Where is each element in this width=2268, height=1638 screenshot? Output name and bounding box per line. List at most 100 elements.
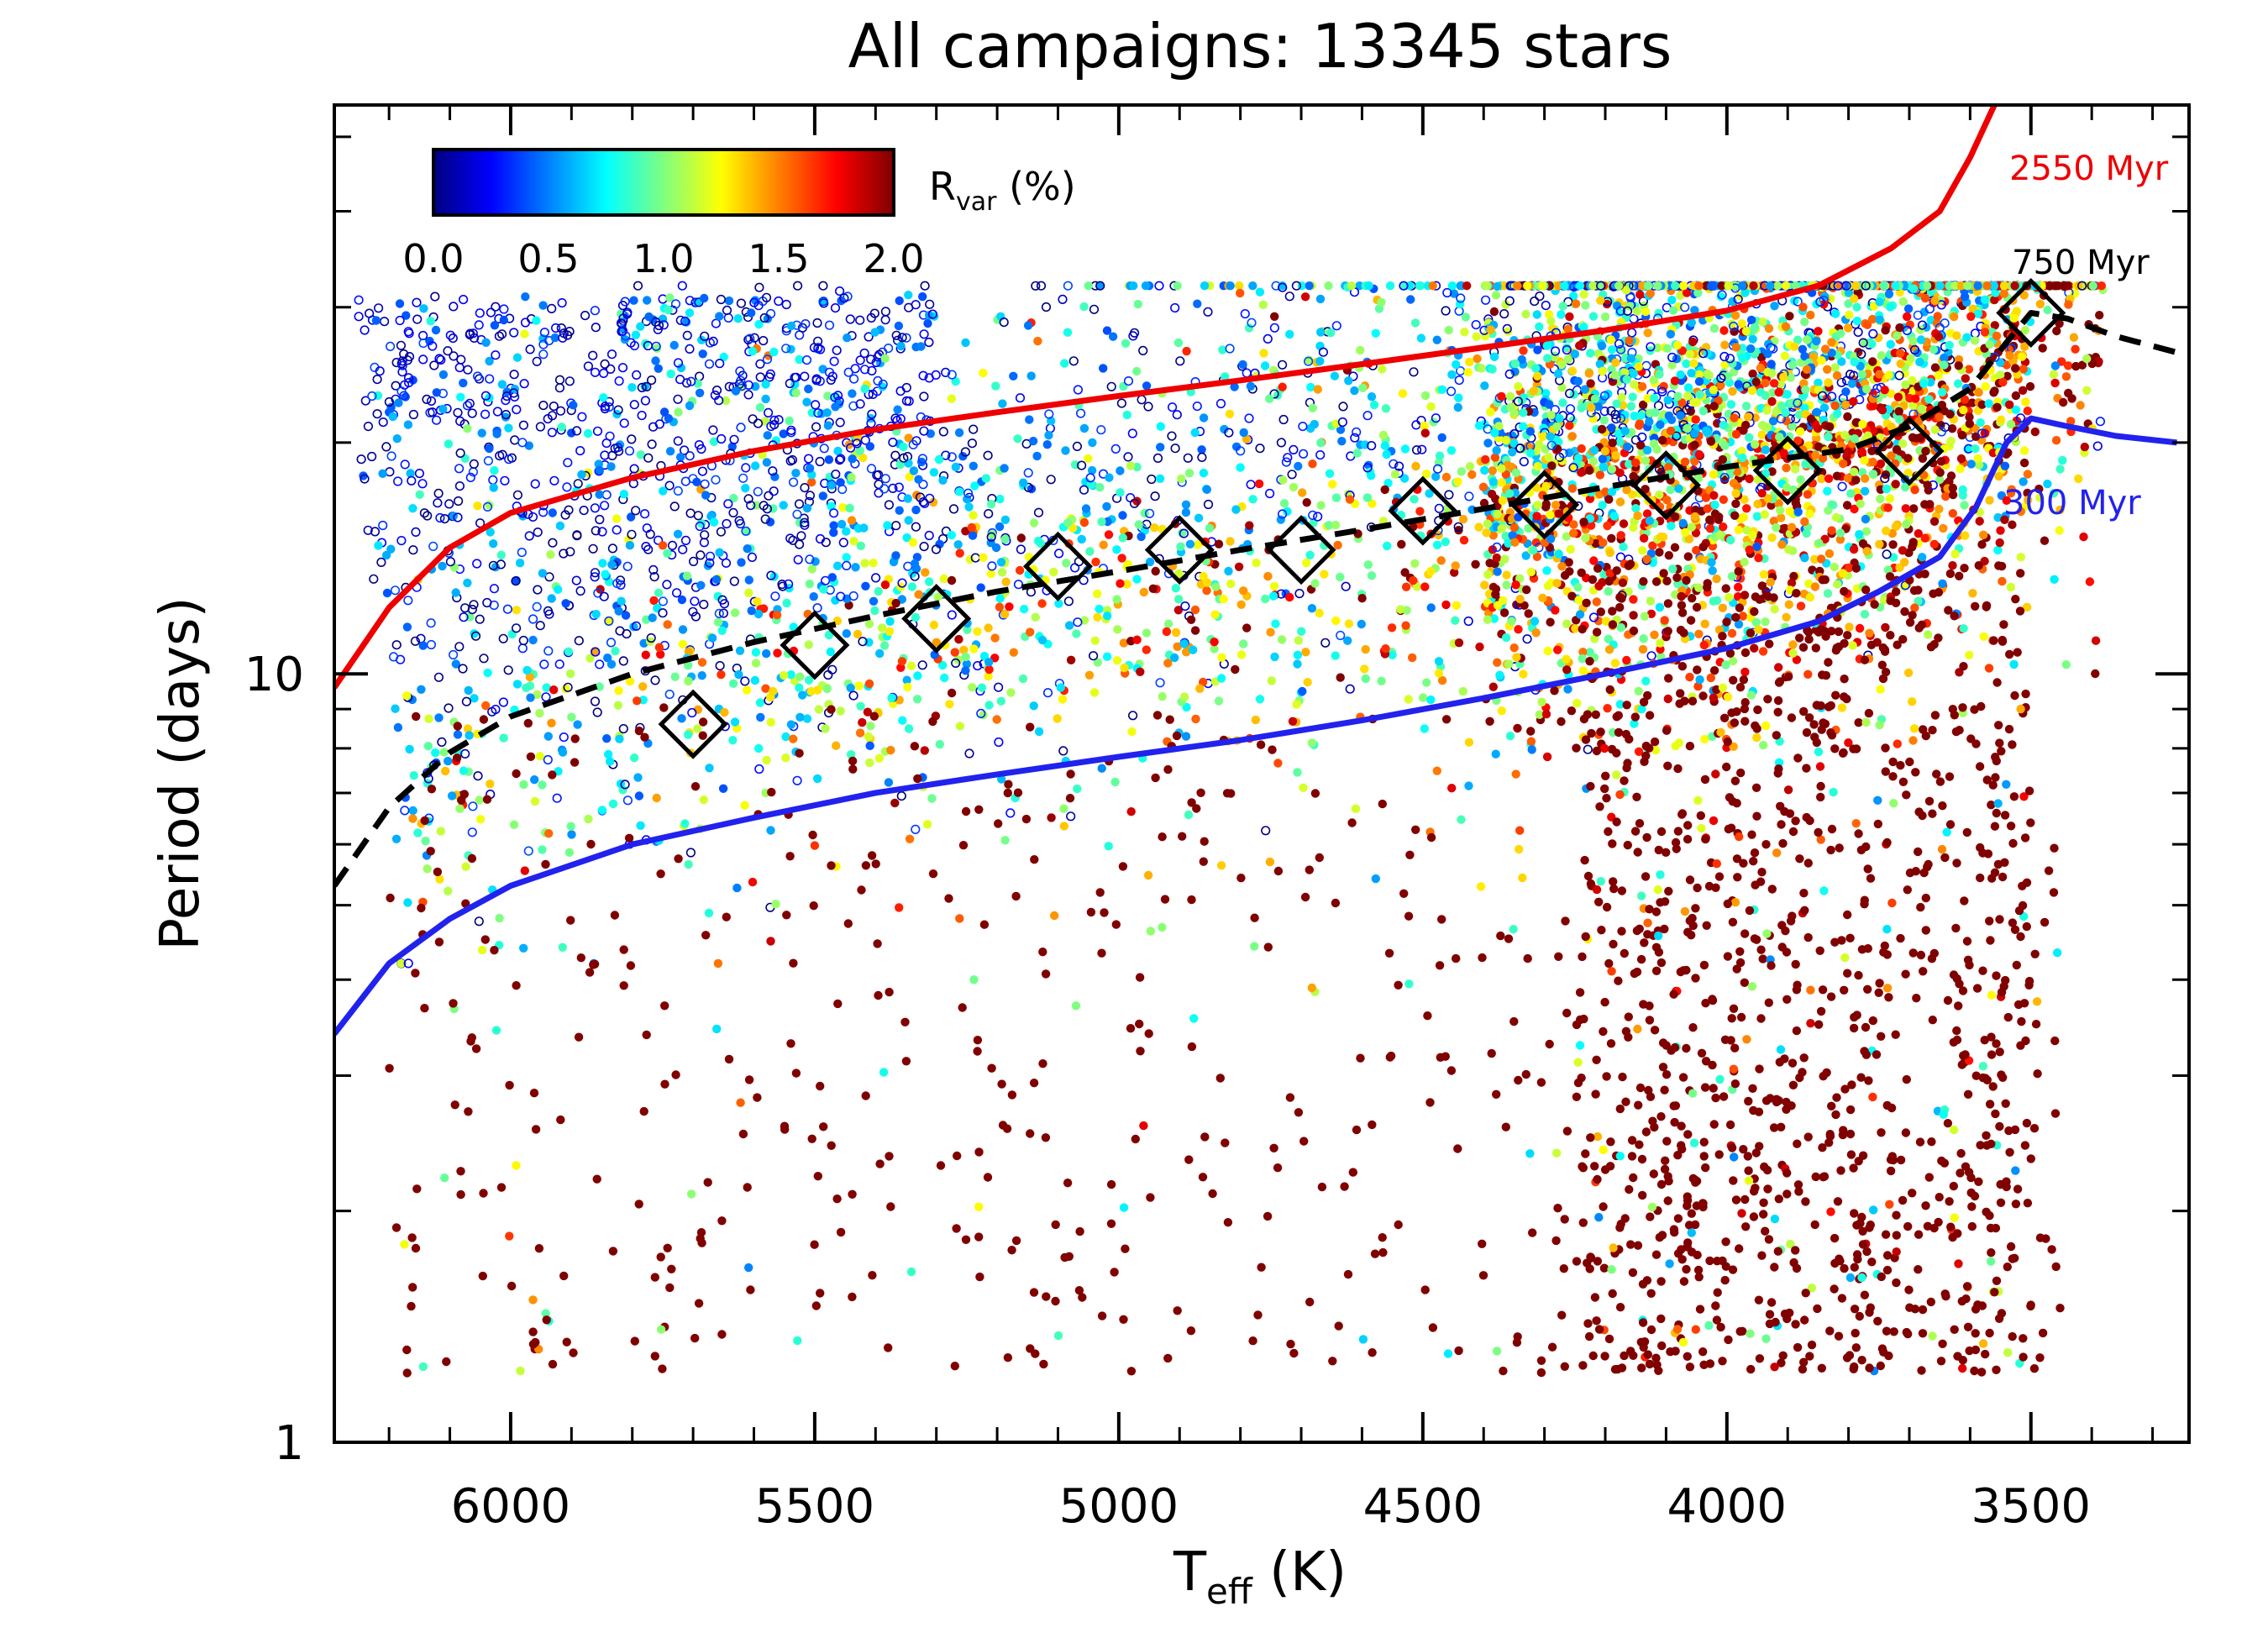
- star-point: [1666, 329, 1676, 339]
- star-point: [1741, 420, 1751, 430]
- star-point: [1921, 446, 1930, 456]
- star-point: [1199, 413, 1209, 423]
- star-point: [1876, 685, 1885, 694]
- star-point: [1694, 473, 1704, 483]
- star-point: [1831, 512, 1841, 522]
- star-point: [626, 512, 636, 522]
- star-point: [1845, 622, 1854, 632]
- star-point: [1655, 602, 1665, 612]
- star-point: [1367, 392, 1377, 402]
- star-point: [911, 612, 921, 622]
- star-point: [2080, 442, 2089, 452]
- star-point: [1217, 653, 1226, 662]
- star-point: [1569, 291, 1578, 301]
- star-point: [826, 647, 835, 657]
- star-point: [1513, 281, 1522, 291]
- star-point: [1593, 617, 1604, 626]
- star-point: [869, 559, 878, 568]
- star-point: [937, 660, 948, 670]
- star-point: [1529, 545, 1538, 555]
- star-point: [1960, 395, 1970, 404]
- star-point: [1367, 471, 1376, 480]
- star-point: [1119, 638, 1129, 648]
- star-point: [1117, 554, 1126, 563]
- star-point: [924, 577, 934, 586]
- star-point: [1787, 578, 1797, 588]
- star-point: [1089, 688, 1100, 697]
- star-point: [1497, 706, 1507, 716]
- star-point: [1981, 428, 1990, 438]
- star-point: [920, 498, 930, 508]
- star-point: [1300, 292, 1310, 302]
- star-point: [1935, 412, 1944, 422]
- star-point: [1595, 470, 1605, 480]
- star-point: [1731, 429, 1741, 439]
- star-point: [403, 898, 412, 907]
- star-point: [693, 724, 702, 733]
- star-point: [1079, 517, 1089, 528]
- star-point: [1575, 341, 1584, 350]
- star-point: [1682, 405, 1692, 415]
- star-point: [1760, 510, 1769, 519]
- star-point: [1788, 422, 1797, 431]
- star-point: [1861, 514, 1871, 524]
- star-point: [987, 530, 997, 539]
- star-point: [535, 708, 544, 718]
- star-point: [1143, 870, 1153, 880]
- star-point: [721, 396, 731, 406]
- star-point: [1903, 312, 1912, 322]
- star-point: [1460, 328, 1469, 337]
- star-point: [1509, 643, 1519, 653]
- star-point: [754, 764, 764, 774]
- star-point: [1173, 281, 1182, 291]
- star-point: [1081, 504, 1091, 513]
- star-point: [947, 452, 957, 462]
- star-point: [1246, 480, 1256, 490]
- star-point: [1248, 281, 1257, 291]
- star-point: [2074, 474, 2083, 484]
- star-point: [838, 538, 848, 548]
- star-point: [1625, 291, 1635, 302]
- star-point: [1938, 579, 1947, 588]
- star-point: [961, 338, 970, 348]
- star-point: [558, 942, 567, 953]
- star-point: [1491, 590, 1500, 599]
- star-point: [1832, 370, 1842, 381]
- star-point: [1456, 293, 1466, 303]
- star-point: [1667, 522, 1676, 531]
- star-point: [728, 679, 738, 688]
- star-point: [1220, 424, 1229, 434]
- star-point: [1265, 857, 1275, 867]
- star-point: [485, 501, 494, 510]
- star-point: [1752, 732, 1761, 743]
- star-point: [1016, 533, 1026, 543]
- star-point: [1577, 444, 1586, 454]
- star-point: [1985, 496, 1994, 505]
- star-point: [1748, 531, 1757, 540]
- star-point: [1881, 326, 1890, 335]
- star-point: [2023, 407, 2032, 416]
- star-point: [834, 454, 845, 465]
- star-point: [1882, 526, 1891, 536]
- star-point: [565, 547, 575, 557]
- star-point: [1782, 416, 1791, 426]
- star-point: [973, 660, 983, 671]
- star-point: [1600, 312, 1610, 322]
- star-point: [606, 638, 617, 648]
- star-point: [1283, 507, 1292, 517]
- star-point: [1882, 484, 1892, 494]
- star-point: [1519, 456, 1529, 467]
- star-point: [996, 558, 1006, 567]
- star-point: [722, 518, 732, 529]
- star-point: [1284, 291, 1294, 302]
- star-point: [1066, 655, 1076, 664]
- star-point: [1000, 515, 1011, 524]
- star-point: [955, 914, 964, 923]
- star-point: [1991, 288, 2000, 297]
- star-point: [636, 450, 645, 459]
- star-point: [1075, 408, 1086, 418]
- star-point: [597, 806, 607, 815]
- star-point: [1762, 406, 1772, 415]
- star-point: [1551, 606, 1560, 615]
- star-point: [908, 538, 918, 547]
